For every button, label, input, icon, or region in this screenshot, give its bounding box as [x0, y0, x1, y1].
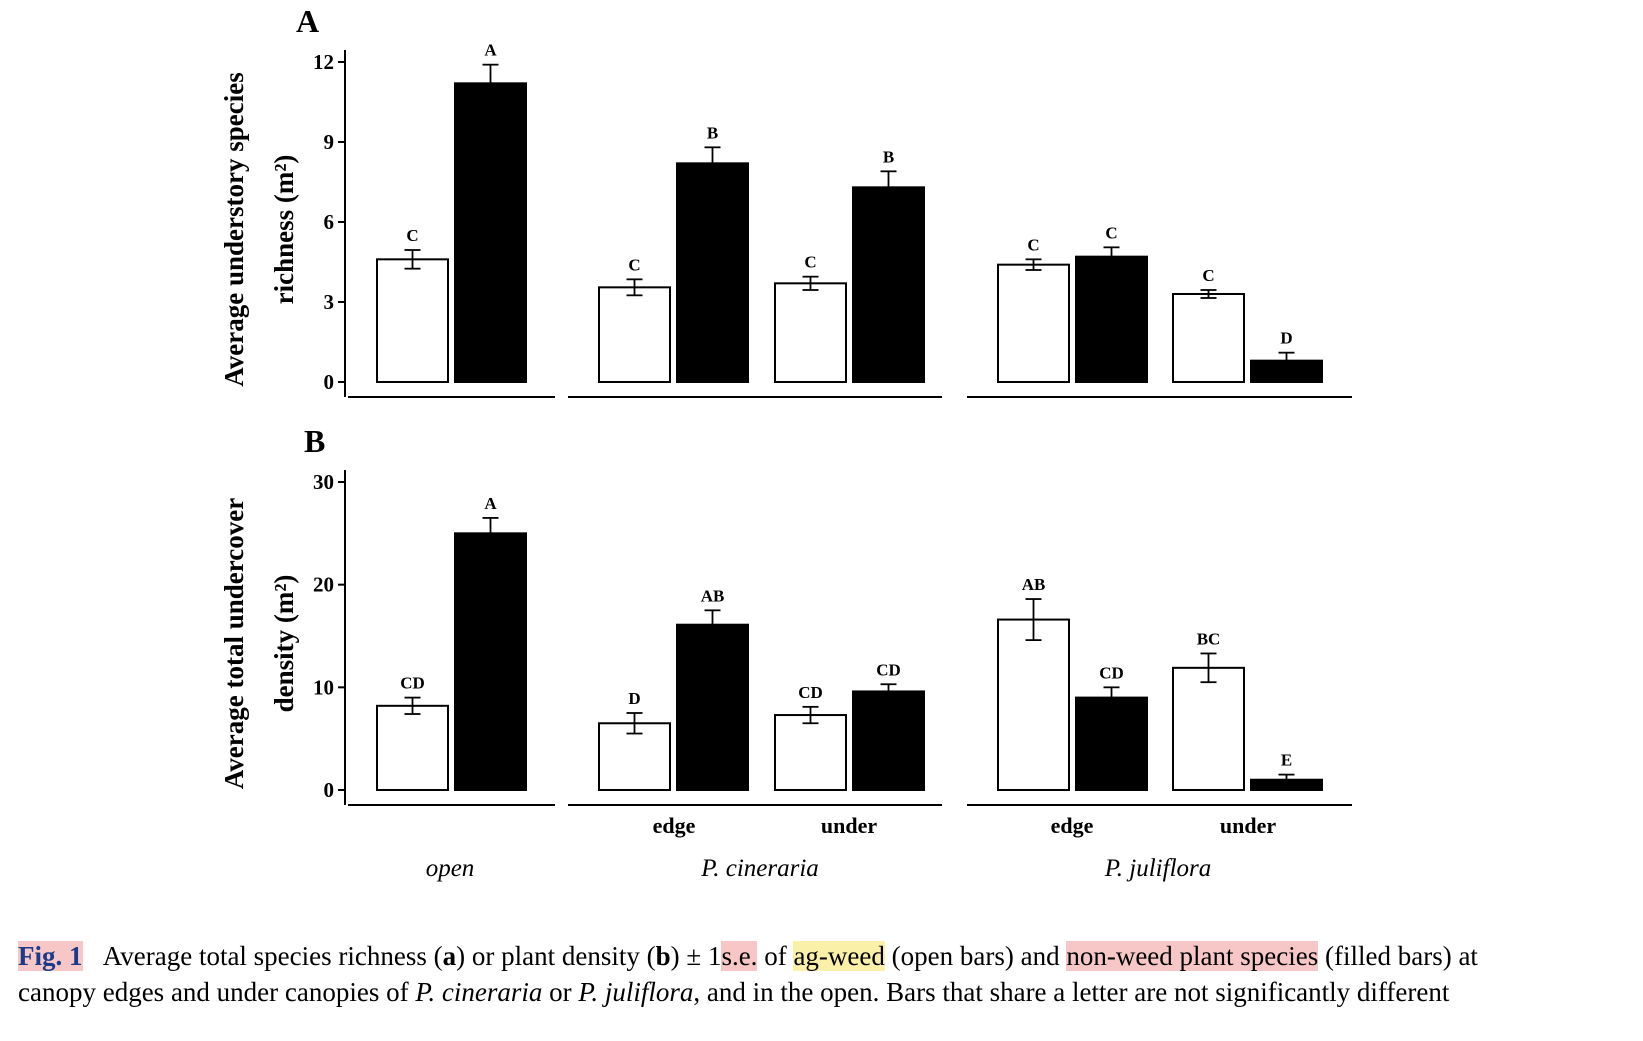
figure-caption: Fig. 1 Average total species richness (a… — [18, 938, 1628, 1010]
significance-letter: CD — [1099, 663, 1124, 682]
x-group-label: P. juliflora — [1104, 855, 1212, 882]
significance-letter: D — [628, 689, 640, 708]
caption-non-weed: non-weed plant species — [1066, 941, 1319, 971]
caption-ag-weed: ag-weed — [793, 941, 885, 971]
significance-letter: C — [804, 253, 816, 272]
significance-letter: CD — [876, 660, 901, 679]
bar-ag-weed — [997, 263, 1070, 383]
panel-label: B — [304, 423, 325, 459]
caption-panel-a: a — [442, 941, 457, 971]
significance-letter: C — [628, 255, 640, 274]
bar-non-weed — [676, 162, 749, 383]
caption-fig-label: Fig. 1 — [18, 941, 83, 971]
bar-ag-weed — [376, 258, 449, 384]
bar-ag-weed — [1172, 666, 1245, 791]
significance-letter: C — [1027, 235, 1039, 254]
bar-ag-weed — [376, 704, 449, 792]
y-axis-label: Average understory species — [219, 72, 249, 386]
y-axis-label: richness (m²) — [269, 155, 299, 305]
significance-letter: AB — [1022, 575, 1046, 594]
caption-line-2: canopy edges and under canopies of P. ci… — [18, 974, 1628, 1010]
caption-species-juliflora: P. juliflora — [578, 977, 694, 1007]
x-sub-label: edge — [1051, 813, 1094, 838]
caption-text: Average total species richness ( — [102, 941, 443, 971]
significance-letter: CD — [798, 683, 823, 702]
significance-letter: C — [1105, 223, 1117, 242]
bar-non-weed — [1075, 696, 1148, 791]
figure-canvas: A 0 3 6 9 12 Average understory species richnes… — [219, 3, 1352, 882]
caption-text: ) or plant density ( — [456, 941, 656, 971]
significance-letter: CD — [400, 674, 425, 693]
significance-letter: C — [406, 226, 418, 245]
significance-letter: A — [484, 494, 497, 513]
caption-species-cineraria: P. cineraria — [415, 977, 543, 1007]
caption-text: , and in the open. Bars that share a let… — [693, 977, 1450, 1007]
y-tick-label: 10 — [313, 675, 334, 699]
panel-label: A — [296, 3, 319, 39]
bar-ag-weed — [997, 618, 1070, 791]
significance-letter: C — [1202, 266, 1214, 285]
significance-letter: E — [1281, 751, 1292, 770]
y-axis-label: Average total undercover — [219, 498, 249, 789]
bar-non-weed — [1075, 255, 1148, 383]
caption-line-1: Fig. 1 Average total species richness (a… — [18, 938, 1628, 974]
significance-letter: A — [484, 41, 497, 60]
y-tick-label: 0 — [324, 778, 335, 802]
caption-text: or — [542, 977, 579, 1007]
significance-letter: AB — [701, 586, 725, 605]
significance-letter: B — [883, 147, 894, 166]
caption-text: (filled bars) at — [1318, 941, 1478, 971]
bar-ag-weed — [1172, 293, 1245, 383]
y-axis-label: density (m²) — [269, 575, 299, 713]
bar-non-weed — [852, 690, 925, 791]
significance-letter: BC — [1197, 629, 1221, 648]
bar-non-weed — [676, 623, 749, 791]
x-sub-label: under — [821, 813, 877, 838]
bar-non-weed — [454, 82, 527, 383]
y-tick-label: 0 — [324, 370, 335, 394]
x-group-label: P. cineraria — [700, 855, 819, 882]
y-tick-label: 6 — [324, 210, 335, 234]
bar-ag-weed — [774, 714, 847, 792]
x-group-label: open — [426, 855, 475, 882]
caption-se: s.e. — [721, 941, 758, 971]
bar-ag-weed — [774, 282, 847, 384]
bar-non-weed — [852, 186, 925, 383]
x-sub-label: edge — [653, 813, 696, 838]
y-tick-label: 12 — [313, 50, 334, 74]
significance-letter: B — [707, 123, 718, 142]
caption-text: canopy edges and under canopies of — [18, 977, 416, 1007]
caption-text: of — [757, 941, 794, 971]
significance-letter: D — [1280, 329, 1292, 348]
bar-ag-weed — [598, 286, 671, 384]
y-tick-label: 3 — [324, 290, 335, 314]
y-tick-label: 9 — [324, 130, 335, 154]
caption-panel-b: b — [655, 941, 671, 971]
bar-non-weed — [454, 532, 527, 791]
x-sub-label: under — [1220, 813, 1276, 838]
caption-text: (open bars) and — [884, 941, 1067, 971]
y-tick-label: 20 — [313, 573, 334, 597]
caption-text: ) ± 1 — [670, 941, 722, 971]
y-tick-label: 30 — [313, 470, 334, 494]
